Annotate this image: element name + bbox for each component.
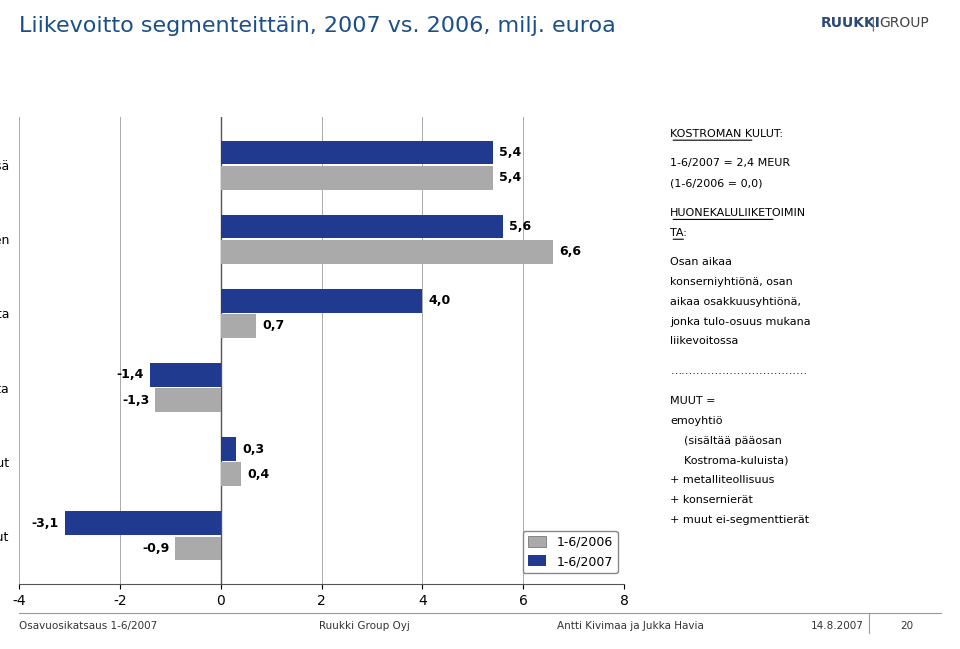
Text: 0,4: 0,4 bbox=[247, 468, 269, 481]
Text: + muut ei-segmenttierät: + muut ei-segmenttierät bbox=[670, 515, 809, 525]
Text: RUUKKI: RUUKKI bbox=[821, 16, 880, 31]
Text: KOSTROMAN KULUT:: KOSTROMAN KULUT: bbox=[670, 129, 783, 138]
Text: MUUT =: MUUT = bbox=[670, 396, 716, 406]
Text: -0,9: -0,9 bbox=[142, 542, 169, 555]
Text: Liikevoitto segmenteittäin, 2007 vs. 2006, milj. euroa: Liikevoitto segmenteittäin, 2007 vs. 200… bbox=[19, 16, 616, 36]
Text: GROUP: GROUP bbox=[879, 16, 929, 31]
Text: jonka tulo-osuus mukana: jonka tulo-osuus mukana bbox=[670, 317, 811, 326]
Text: Kumulatiivinen liikevoitto 1-6: Kumulatiivinen liikevoitto 1-6 bbox=[31, 76, 285, 92]
Text: 4,0: 4,0 bbox=[428, 294, 450, 307]
Bar bbox=[221, 215, 503, 238]
Text: 14.8.2007: 14.8.2007 bbox=[811, 621, 864, 631]
Bar bbox=[221, 165, 493, 190]
Bar bbox=[150, 363, 221, 387]
Text: Ruukki Group Oyj: Ruukki Group Oyj bbox=[320, 621, 410, 631]
Text: konserniyhtiönä, osan: konserniyhtiönä, osan bbox=[670, 277, 793, 287]
Bar bbox=[64, 511, 221, 535]
Text: ……………………………….: ………………………………. bbox=[670, 366, 807, 376]
Text: (sisältää pääosan: (sisältää pääosan bbox=[670, 435, 782, 445]
Text: Antti Kivimaa ja Jukka Havia: Antti Kivimaa ja Jukka Havia bbox=[557, 621, 704, 631]
Bar bbox=[156, 388, 221, 412]
Text: 6,6: 6,6 bbox=[560, 245, 582, 258]
Text: Osan aikaa: Osan aikaa bbox=[670, 257, 732, 267]
Text: HUONEKALULIIKETOIMIN: HUONEKALULIIKETOIMIN bbox=[670, 208, 806, 217]
Text: 0,7: 0,7 bbox=[262, 319, 284, 332]
Bar bbox=[176, 537, 221, 560]
Bar bbox=[221, 314, 256, 338]
Text: 1-6/2007 = 2,4 MEUR: 1-6/2007 = 2,4 MEUR bbox=[670, 158, 790, 168]
Text: -1,4: -1,4 bbox=[117, 369, 144, 382]
Text: TA:: TA: bbox=[670, 228, 687, 238]
Text: Osavuosikatsaus 1-6/2007: Osavuosikatsaus 1-6/2007 bbox=[19, 621, 157, 631]
Text: 20: 20 bbox=[900, 621, 914, 631]
Text: liikevoitossa: liikevoitossa bbox=[670, 336, 739, 347]
Text: aikaa osakkuusyhtiönä,: aikaa osakkuusyhtiönä, bbox=[670, 297, 802, 307]
Text: + konsernierät: + konsernierät bbox=[670, 495, 754, 505]
Text: (1-6/2006 = 0,0): (1-6/2006 = 0,0) bbox=[670, 178, 763, 188]
Bar bbox=[221, 141, 493, 164]
Text: + metalliteollisuus: + metalliteollisuus bbox=[670, 475, 775, 485]
Text: 5,6: 5,6 bbox=[509, 220, 531, 233]
Text: Kostroma-kuluista): Kostroma-kuluista) bbox=[670, 456, 789, 465]
Bar bbox=[221, 437, 236, 461]
Bar bbox=[221, 463, 241, 486]
Legend: 1-6/2006, 1-6/2007: 1-6/2006, 1-6/2007 bbox=[522, 531, 617, 573]
Bar bbox=[221, 289, 422, 313]
Text: -3,1: -3,1 bbox=[32, 517, 59, 530]
Text: 5,4: 5,4 bbox=[499, 171, 521, 184]
Text: -1,3: -1,3 bbox=[122, 394, 149, 407]
Text: |: | bbox=[870, 16, 875, 31]
Bar bbox=[221, 240, 553, 263]
Text: emoyhtiö: emoyhtiö bbox=[670, 416, 723, 426]
Text: 5,4: 5,4 bbox=[499, 146, 521, 159]
Text: 0,3: 0,3 bbox=[242, 443, 264, 456]
